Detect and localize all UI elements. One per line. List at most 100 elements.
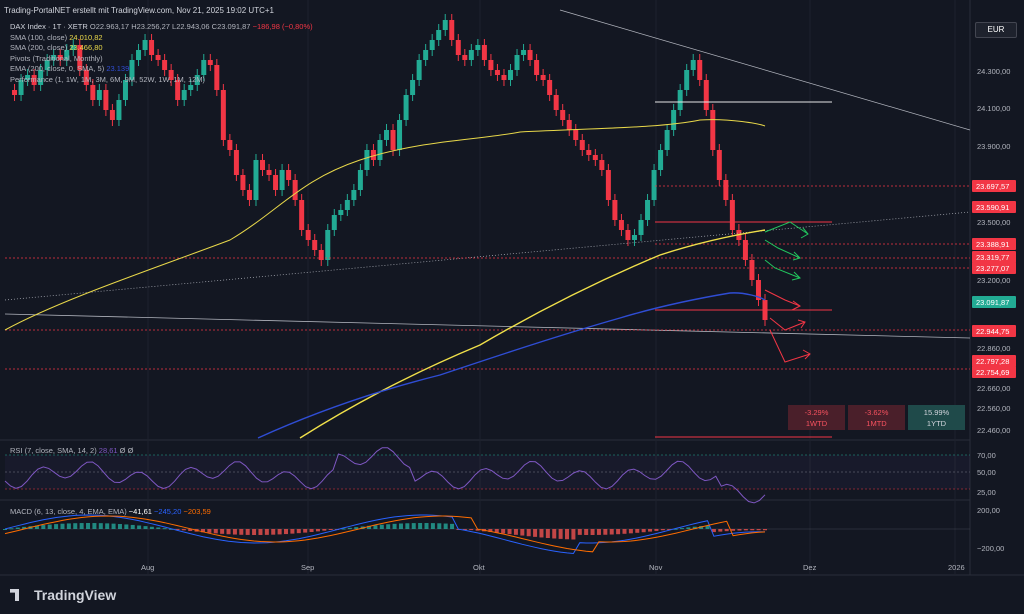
chart-header: Trading-PortalNET erstellt mit TradingVi…: [4, 6, 274, 15]
macd-bar: [239, 529, 244, 535]
signal-line[interactable]: [4, 515, 766, 553]
price-tag-bg: [972, 325, 1016, 337]
legend-performance-row[interactable]: Performance (1, 1W, 1M, 3M, 6M, 9M, 52W,…: [10, 75, 313, 86]
price-tag-label: 23.091,87: [976, 298, 1009, 307]
macd-bar: [724, 529, 729, 532]
macd-bar: [341, 528, 346, 530]
candle-body: [403, 95, 409, 120]
macd-bar: [3, 529, 7, 530]
candle-body: [442, 20, 448, 30]
candle-body: [599, 160, 605, 170]
macd-bar: [488, 529, 493, 532]
time-axis[interactable]: Aug Sep Okt Nov Dez 2026: [141, 563, 965, 572]
macd-bar: [226, 529, 231, 535]
macd-bar: [105, 523, 110, 529]
legend-sma200-row[interactable]: SMA (200, close) 23.466,80: [10, 43, 313, 54]
macd-bar: [711, 529, 716, 533]
candle-body: [592, 155, 598, 160]
macd-bar: [156, 527, 161, 529]
sma100-line[interactable]: [4, 119, 766, 331]
candle-body: [710, 110, 716, 150]
ema200-line[interactable]: [257, 292, 766, 439]
macd-bar: [737, 529, 742, 531]
sma100-label: SMA (100, close): [10, 32, 68, 42]
macd-bar: [686, 527, 691, 529]
macd-bar: [558, 529, 563, 539]
rsi-legend[interactable]: RSI (7, close, SMA, 14, 2) 28,61 Ø Ø: [10, 446, 133, 455]
candle-body: [338, 210, 344, 215]
candle-body: [618, 220, 624, 230]
candle-body: [44, 60, 50, 70]
price-tick-label: 22.860,00: [977, 344, 1010, 353]
macd-bar: [660, 529, 665, 531]
candle-body: [625, 230, 631, 240]
candle-body: [142, 40, 148, 50]
price-tag-bg: [972, 366, 1016, 378]
tradingview-logo[interactable]: TradingView: [10, 587, 116, 603]
macd-line[interactable]: [4, 514, 766, 555]
candle-body: [344, 200, 350, 210]
macd-bar: [679, 528, 684, 530]
candle-body: [475, 45, 481, 50]
legend-sma100-row[interactable]: SMA (100, close) 24.010,82: [10, 33, 313, 44]
macd-bar: [641, 529, 646, 533]
macd-bar: [750, 529, 755, 531]
candle-body: [573, 130, 579, 140]
trendline-horizontal-support[interactable]: [4, 313, 971, 339]
rsi-tick-label: 50,00: [977, 468, 996, 477]
rsi-line[interactable]: [4, 447, 766, 504]
macd-bar: [213, 529, 218, 534]
trendline-lower-dotted[interactable]: [4, 211, 971, 301]
currency-button[interactable]: EUR: [975, 22, 1017, 38]
candle-body: [703, 80, 709, 110]
change-value: −186,98 (−0,80%): [252, 22, 313, 31]
macd-bar: [169, 528, 174, 530]
candle-body: [122, 80, 128, 100]
price-axis[interactable]: 24.300,00 24.100,00 23.900,00 23.500,00 23.2…: [977, 67, 1010, 435]
macd-bar: [373, 525, 378, 529]
legend-symbol-row[interactable]: DAX Index · 1T · XETR O22.963,17 H23.256…: [10, 22, 313, 33]
macd-bar: [405, 523, 410, 529]
projection-arrows[interactable]: [764, 221, 811, 363]
candle-body: [207, 60, 213, 65]
macd-bar: [469, 529, 474, 531]
candle-body: [436, 30, 442, 40]
legend-ema-row[interactable]: EMA (200, close, 0, SMA, 5) 23.139: [10, 64, 313, 75]
candle-body: [364, 150, 370, 170]
candle-body: [690, 60, 696, 70]
price-tag-bg: [972, 262, 1016, 274]
price-tick-label: 22.460,00: [977, 426, 1010, 435]
candle-body: [70, 45, 76, 50]
macd-bar: [79, 523, 84, 529]
candle-body: [273, 175, 279, 190]
trendline-upper[interactable]: [559, 9, 971, 131]
chart-legend: DAX Index · 1T · XETR O22.963,17 H23.256…: [10, 22, 313, 86]
macd-bar: [603, 529, 608, 535]
candle-body: [331, 215, 337, 230]
candle-body: [149, 40, 155, 55]
macd-bar: [328, 529, 333, 530]
performance-cell-ytd: 15.99% 1YTD: [908, 405, 965, 430]
price-tag-label: 23.319,77: [976, 253, 1009, 262]
macd-bar: [418, 523, 423, 529]
legend-pivots-row[interactable]: Pivots (Traditional, Monthly): [10, 54, 313, 65]
rsi-extra: Ø Ø: [119, 446, 134, 455]
macd-bar: [66, 523, 71, 529]
macd-bar: [367, 525, 372, 529]
time-grid: [147, 0, 956, 575]
macd-bar: [392, 523, 397, 529]
sma200-line[interactable]: [299, 229, 766, 439]
price-tag-label: 22.797,28: [976, 357, 1009, 366]
candle-body: [677, 90, 683, 110]
price-tick-label: 23.500,00: [977, 218, 1010, 227]
time-tick-label: Dez: [803, 563, 817, 572]
candle-body: [684, 70, 690, 90]
candle-body: [429, 40, 435, 50]
candle-body: [253, 160, 259, 200]
macd-bar: [443, 523, 448, 529]
candle-body: [279, 170, 285, 190]
candle-body: [12, 90, 18, 95]
macd-legend[interactable]: MACD (6, 13, close, 4, EMA, EMA) −41,61 …: [10, 507, 211, 516]
symbol-label[interactable]: DAX Index · 1T · XETR: [10, 22, 88, 31]
